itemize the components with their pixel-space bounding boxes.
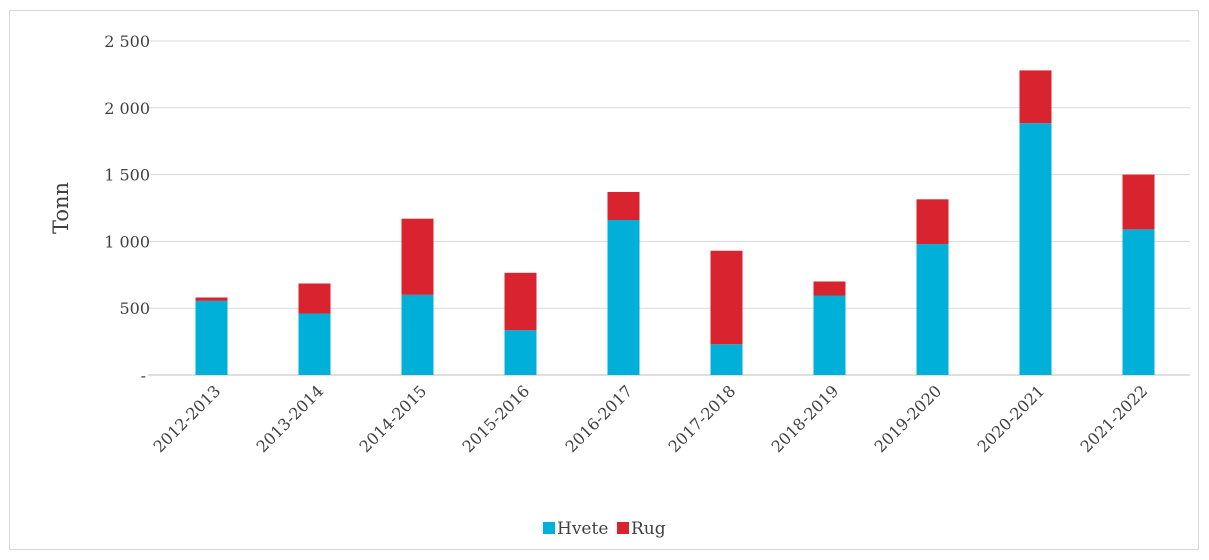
y-tick-label: 2 000 [104,99,150,118]
x-tick-label: 2020-2021 [973,381,1048,456]
bar-hvete-2013-2014 [298,313,331,375]
y-axis-label: Tonn [49,182,73,234]
bar-hvete-2015-2016 [504,330,537,375]
y-tick-label: 500 [119,299,150,318]
x-tick-label: 2014-2015 [355,381,430,456]
bar-hvete-2019-2020 [916,244,949,375]
x-tick-label: 2017-2018 [664,381,739,456]
bar-hvete-2021-2022 [1122,229,1155,375]
legend: Hvete Rug [543,519,666,539]
legend-label-hvete: Hvete [557,519,608,539]
y-tick-label: 2 500 [104,32,150,51]
chart-frame [9,10,1199,550]
bar-rug-2016-2017 [607,191,640,221]
legend-swatch-hvete [543,522,555,534]
bar-hvete-2020-2021 [1019,123,1052,375]
bar-rug-2018-2019 [813,281,846,296]
y-tick-label: - [141,366,146,385]
x-tick-label: 2012-2013 [149,381,224,456]
x-tick-label: 2016-2017 [561,381,636,456]
bar-rug-2020-2021 [1019,70,1052,124]
bar-rug-2021-2022 [1122,174,1155,230]
x-tick-label: 2021-2022 [1076,381,1151,456]
bar-hvete-2012-2013 [195,300,228,375]
legend-label-rug: Rug [631,519,666,539]
y-tick-label: 1 000 [104,232,150,251]
bar-rug-2017-2018 [710,250,743,345]
bar-rug-2012-2013 [195,297,228,301]
bar-rug-2015-2016 [504,272,537,331]
x-tick-label: 2018-2019 [767,381,842,456]
x-tick-label: 2013-2014 [252,381,327,456]
y-tick-label: 1 500 [104,166,150,185]
bar-hvete-2016-2017 [607,220,640,375]
bar-rug-2013-2014 [298,283,331,314]
x-tick-label: 2015-2016 [458,381,533,456]
bar-rug-2019-2020 [916,199,949,245]
bar-hvete-2017-2018 [710,344,743,375]
bar-rug-2014-2015 [401,218,434,295]
y-tick-labels: - 500 1 000 1 500 2 000 2 500 [104,32,150,385]
bar-hvete-2014-2015 [401,294,434,375]
legend-swatch-rug [617,522,629,534]
bars [195,70,1155,375]
x-tick-labels: 2012-2013 2013-2014 2014-2015 2015-2016 2016… [149,381,1151,456]
bar-hvete-2018-2019 [813,295,846,375]
x-tick-label: 2019-2020 [870,381,945,456]
